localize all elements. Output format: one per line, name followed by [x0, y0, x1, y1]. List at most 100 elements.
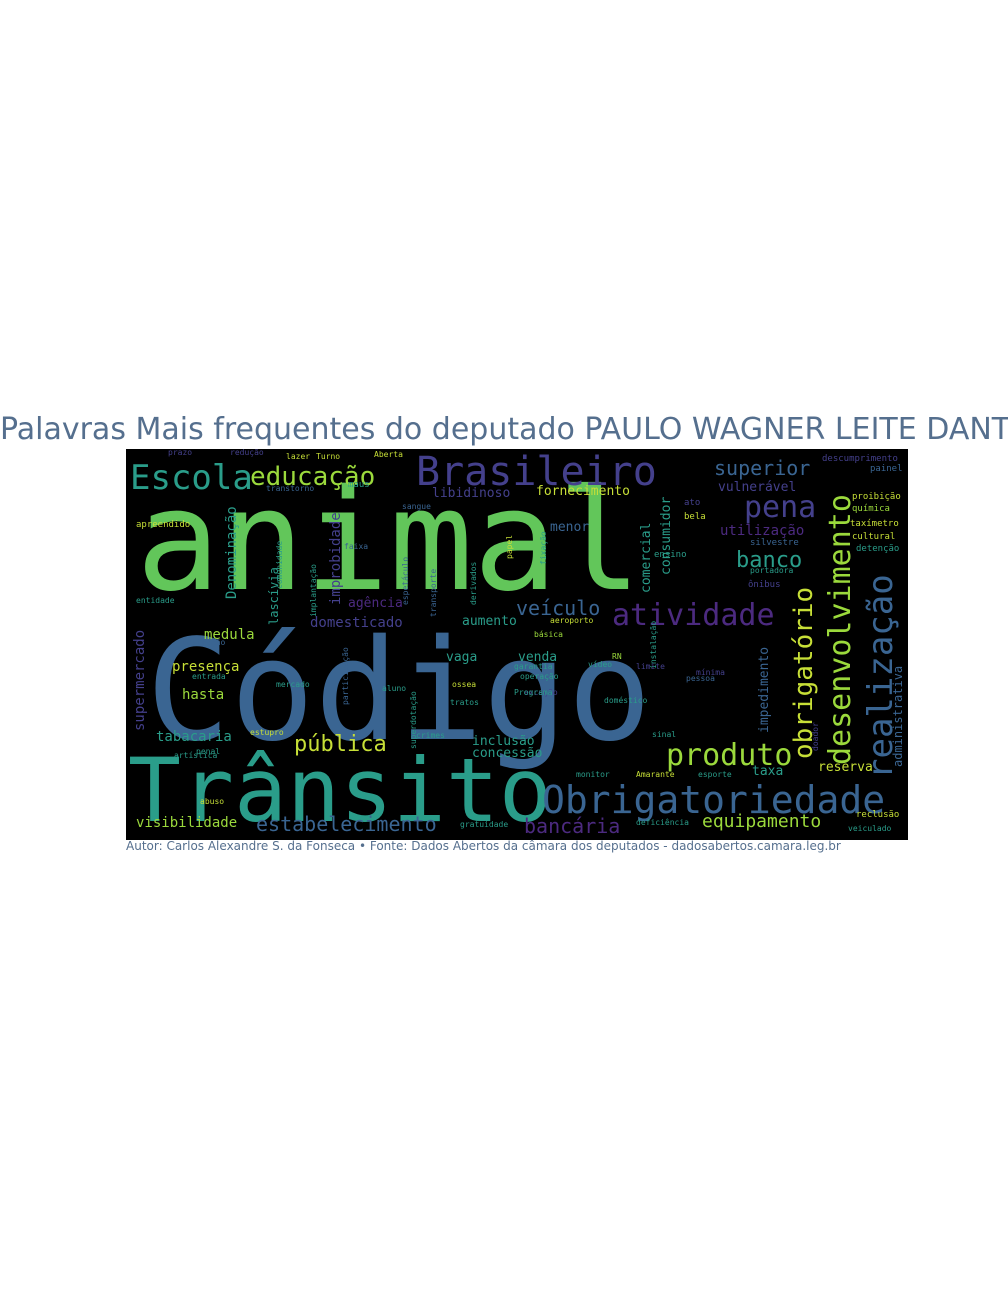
cloud-word: cultural	[852, 532, 895, 542]
cloud-word: pena	[744, 490, 816, 525]
cloud-word: ossea	[452, 680, 476, 689]
cloud-word: garantia	[514, 662, 553, 671]
cloud-word: administrativa	[891, 666, 905, 767]
cloud-word: apreendido	[136, 520, 190, 530]
cloud-word: animal	[136, 460, 642, 623]
cloud-word: lascívia	[267, 567, 281, 625]
cloud-word: crimes	[416, 731, 445, 740]
cloud-word: participação	[341, 647, 350, 705]
cloud-word: aeroporto	[550, 616, 594, 625]
cloud-word: obrigatório	[789, 587, 819, 759]
cloud-word: entidade	[136, 596, 175, 605]
cloud-word: Aberta	[374, 450, 403, 459]
cloud-word: impedimento	[757, 647, 772, 733]
cloud-word: inclusão	[472, 734, 535, 749]
cloud-word: operação	[520, 672, 559, 681]
cloud-word: química	[852, 504, 890, 514]
cloud-word: portadora	[750, 566, 794, 575]
cloud-word: descumprimento	[822, 454, 898, 464]
cloud-word: ato	[684, 498, 700, 508]
cloud-word: atividade	[612, 598, 775, 633]
cloud-word: produto	[666, 738, 792, 773]
cloud-word: reserva	[818, 760, 873, 775]
cloud-word: Programa	[514, 688, 553, 697]
cloud-word: prazo	[168, 449, 192, 457]
cloud-word: doméstico	[604, 695, 648, 705]
cloud-word: espetáculo	[401, 557, 410, 605]
cloud-word: castração	[182, 638, 226, 647]
cloud-word: Código	[146, 610, 652, 773]
cloud-word: desenvolvimento	[823, 494, 858, 765]
cloud-word: domesticado	[310, 615, 403, 631]
cloud-word: gratuidade	[460, 820, 508, 829]
cloud-word: bela	[684, 512, 706, 522]
cloud-word: painel	[870, 464, 903, 474]
cloud-word: Brasileiro	[416, 449, 657, 495]
cloud-word: penal	[196, 747, 220, 756]
cloud-word: aluno	[382, 684, 406, 693]
cloud-word: reclusão	[856, 810, 899, 820]
cloud-word: medula	[204, 627, 255, 643]
cloud-word: superdotação	[409, 691, 418, 749]
cloud-word: papel	[505, 535, 514, 559]
cloud-word: lazer	[286, 452, 310, 461]
cloud-word: vaga	[446, 650, 477, 665]
cloud-word: limite	[636, 662, 665, 671]
cloud-word: sinal	[652, 730, 676, 739]
cloud-word: mínima	[696, 668, 725, 677]
cloud-word: detenção	[856, 544, 899, 554]
cloud-word: maus	[348, 480, 370, 490]
cloud-word: taxa	[752, 764, 783, 779]
cloud-word: estabelecimento	[256, 812, 437, 836]
cloud-word: aumento	[462, 614, 517, 629]
cloud-word: comercial	[639, 523, 654, 593]
cloud-word: fornecimento	[536, 484, 630, 499]
cloud-word: Amarante	[636, 770, 675, 779]
cloud-word: Denominação	[224, 506, 240, 599]
cloud-word: faixa	[344, 542, 368, 551]
cloud-word: educação	[250, 462, 375, 492]
cloud-word: agência	[348, 596, 403, 611]
cloud-word: presença	[172, 659, 239, 675]
cloud-word: estupro	[250, 728, 284, 737]
cloud-word: esporte	[698, 770, 732, 779]
cloud-word: fixação	[539, 531, 548, 565]
cloud-word: menor	[550, 520, 589, 535]
cloud-word: supermercado	[132, 630, 148, 731]
cloud-word: utilização	[720, 523, 804, 539]
cloud-word: doador	[811, 722, 820, 751]
cloud-word: tabacaria	[156, 729, 232, 745]
cloud-word: deficiência	[636, 817, 689, 827]
cloud-word: banco	[736, 548, 802, 573]
cloud-word: ônibus	[748, 579, 781, 590]
cloud-word: vídeo	[588, 660, 612, 669]
cloud-word: concessão	[472, 746, 542, 761]
cloud-word: bancária	[524, 814, 620, 838]
cloud-word: implantação	[309, 564, 318, 617]
cloud-word: realização	[861, 574, 901, 779]
cloud-word: redução	[230, 449, 264, 457]
cloud-word: tratos	[450, 698, 479, 707]
cloud-word: venda	[518, 650, 557, 665]
cloud-word: mercado	[276, 680, 310, 689]
cloud-word: exceção	[524, 688, 558, 697]
cloud-word: taxímetro	[850, 519, 899, 529]
cloud-word: RN	[612, 652, 622, 661]
cloud-word: veiculado	[848, 824, 892, 833]
cloud-word: Trânsito	[128, 739, 552, 840]
source-caption: Autor: Carlos Alexandre S. da Fonseca • …	[126, 839, 841, 853]
cloud-word: libidinoso	[432, 486, 510, 501]
cloud-word: silvestre	[750, 538, 799, 548]
cloud-word: superior	[714, 456, 810, 480]
cloud-word: comunidade	[275, 541, 284, 589]
cloud-word: Turno	[316, 452, 340, 461]
cloud-word: hasta	[182, 687, 224, 703]
cloud-word: Obrigatoriedade	[542, 778, 885, 822]
cloud-word: transtorno	[266, 484, 314, 493]
cloud-word: sangue	[402, 502, 431, 511]
cloud-word: ensino	[654, 550, 687, 560]
cloud-word: derivados	[469, 561, 478, 605]
cloud-word: instalação	[649, 621, 658, 669]
page-title: Palavras Mais frequentes do deputado PAU…	[0, 412, 1008, 447]
